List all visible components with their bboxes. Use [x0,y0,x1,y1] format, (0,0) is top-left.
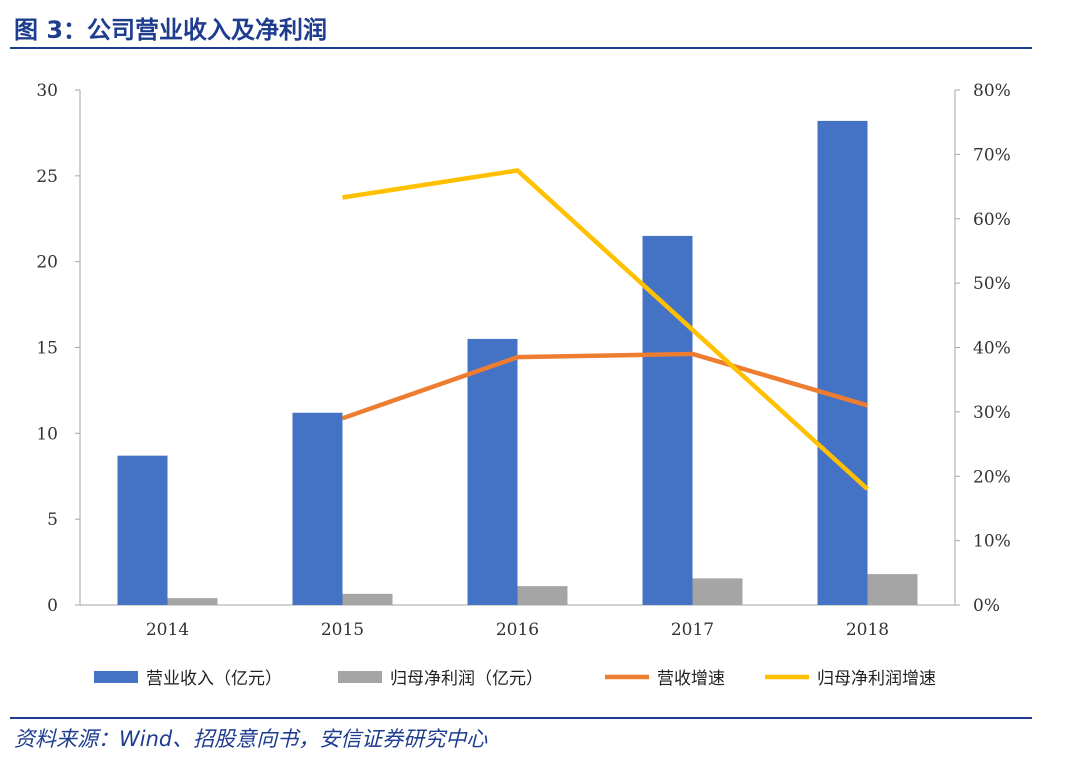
right-tick-label: 70% [973,145,1011,165]
right-tick-label: 20% [973,467,1011,487]
legend-label: 归母净利润（亿元） [390,669,543,689]
bar-net-profit [867,574,918,605]
source-divider [10,717,1032,719]
title-divider [10,47,1032,49]
legend-label: 归母净利润增速 [817,669,936,689]
legend-label: 营业收入（亿元） [146,669,282,689]
right-tick-label: 80% [973,81,1011,101]
bar-revenue [292,412,343,605]
ticks-layer: 0 5 10 15 20 25 30 0% 10% 20% 30% 40% 50% 60% 70% 80% 20… [36,81,1010,640]
bar-revenue [642,235,693,605]
bar-net-profit [517,586,568,605]
left-tick-label: 30 [36,81,58,101]
bar-revenue [467,338,518,605]
bar-net-profit [692,578,743,605]
figure-title: 图 3：公司营业收入及净利润 [14,16,328,44]
bars-layer [117,120,918,606]
right-tick-label: 60% [973,210,1011,230]
left-tick-label: 25 [36,167,58,187]
bar-revenue [817,120,868,606]
x-tick-label: 2016 [496,620,539,640]
right-tick-label: 30% [973,403,1011,423]
x-tick-label: 2018 [846,620,889,640]
left-tick-label: 15 [36,339,58,359]
source-note: 资料来源：Wind、招股意向书，安信证券研究中心 [14,727,488,751]
left-tick-label: 10 [36,424,58,444]
legend: 营业收入（亿元） 归母净利润（亿元） 营收增速 归母净利润增速 [94,669,936,689]
revenue-growth-line [341,351,869,421]
right-tick-label: 40% [973,339,1011,359]
legend-label: 营收增速 [657,669,725,689]
chart: 0 5 10 15 20 25 30 0% 10% 20% 30% 40% 50% 60% 70% 80% 20… [36,81,1010,689]
x-tick-label: 2014 [146,620,189,640]
lines-layer [341,168,870,491]
x-tick-label: 2015 [321,620,364,640]
right-tick-label: 0% [973,596,1000,616]
left-tick-label: 20 [36,253,58,273]
legend-swatch [94,671,138,683]
right-tick-label: 50% [973,274,1011,294]
bar-revenue [117,455,168,605]
x-tick-label: 2017 [671,620,714,640]
bar-net-profit [167,598,218,605]
profit-growth-line [342,168,870,491]
left-tick-label: 5 [47,510,58,530]
legend-swatch [338,671,382,683]
left-tick-label: 0 [47,596,58,616]
right-tick-label: 10% [973,532,1011,552]
bar-net-profit [342,593,393,605]
